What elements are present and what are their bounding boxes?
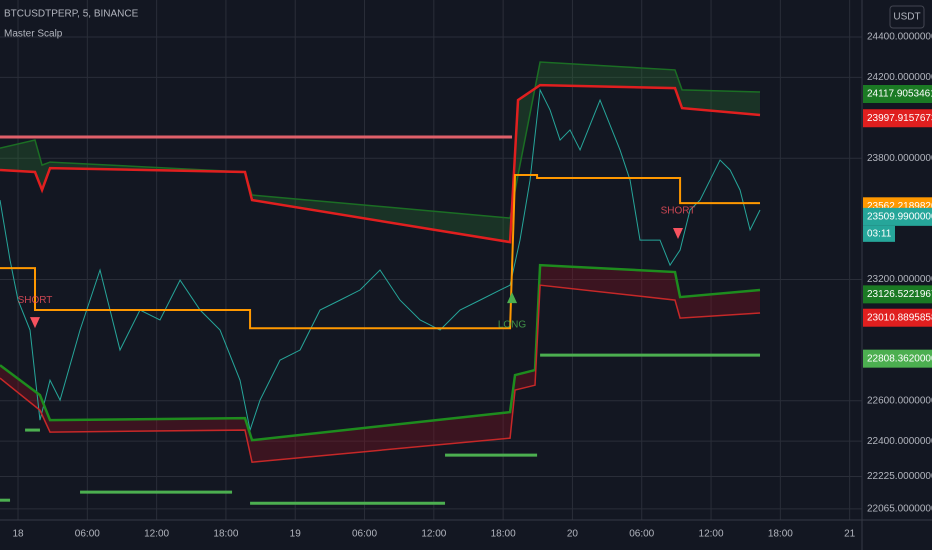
signal-marker — [673, 228, 684, 240]
price-label-box — [863, 207, 932, 226]
y-tick-label: 22600.00000000 — [867, 395, 932, 406]
series-line — [0, 83, 761, 244]
indicator-name: Master Scalp — [4, 29, 63, 40]
price-label: 23997.91576731 — [867, 113, 932, 124]
countdown-box — [863, 225, 895, 242]
chart-title: BTCUSDTPERP, 5, BINANCE — [4, 9, 139, 20]
y-tick-label: 22225.00000000 — [867, 471, 932, 482]
price-label: 23562.21898205 — [867, 201, 932, 212]
x-tick-label: 19 — [290, 529, 302, 540]
y-tick-label: 23800.00000000 — [867, 153, 932, 164]
y-tick-label: 24400.00000000 — [867, 32, 932, 43]
signal-marker — [507, 292, 518, 304]
series-line — [0, 174, 761, 330]
y-tick-label: 23200.00000000 — [867, 274, 932, 285]
price-label-box — [863, 109, 932, 128]
signal-label: SHORT — [18, 295, 53, 306]
x-tick-label: 18 — [12, 529, 24, 540]
price-label: 23126.52219679 — [867, 289, 932, 300]
series-line — [0, 61, 761, 219]
price-label: 23010.88958581 — [867, 312, 932, 323]
x-tick-label: 18:00 — [213, 529, 238, 540]
series-line — [0, 284, 761, 464]
y-tick-label: 24200.00000000 — [867, 72, 932, 83]
x-tick-label: 21 — [844, 529, 856, 540]
x-tick-label: 06:00 — [629, 529, 654, 540]
signal-label: SHORT — [661, 206, 696, 217]
price-label: 24117.90534615 — [867, 89, 932, 100]
x-tick-label: 12:00 — [144, 529, 169, 540]
series-line — [0, 263, 761, 442]
price-label: 23509.99000000 — [867, 211, 932, 222]
price-label-box — [863, 84, 932, 103]
y-tick-label: 22065.00000000 — [867, 504, 932, 515]
x-tick-label: 12:00 — [699, 529, 724, 540]
x-tick-label: 06:00 — [352, 529, 377, 540]
x-tick-label: 18:00 — [491, 529, 516, 540]
price-label-box — [863, 308, 932, 327]
y-tick-label: 22400.00000000 — [867, 436, 932, 447]
countdown: 03:11 — [867, 228, 892, 239]
x-tick-label: 12:00 — [421, 529, 446, 540]
price-label: 22808.36200000 — [867, 353, 932, 364]
x-tick-label: 06:00 — [75, 529, 100, 540]
price-label-box — [863, 285, 932, 304]
x-tick-label: 20 — [567, 529, 579, 540]
price-label-box — [863, 349, 932, 368]
signal-label: LONG — [498, 320, 527, 331]
signal-marker — [29, 317, 40, 329]
currency[interactable]: USDT — [893, 12, 920, 23]
x-tick-label: 18:00 — [768, 529, 793, 540]
currency-box[interactable] — [889, 5, 925, 29]
